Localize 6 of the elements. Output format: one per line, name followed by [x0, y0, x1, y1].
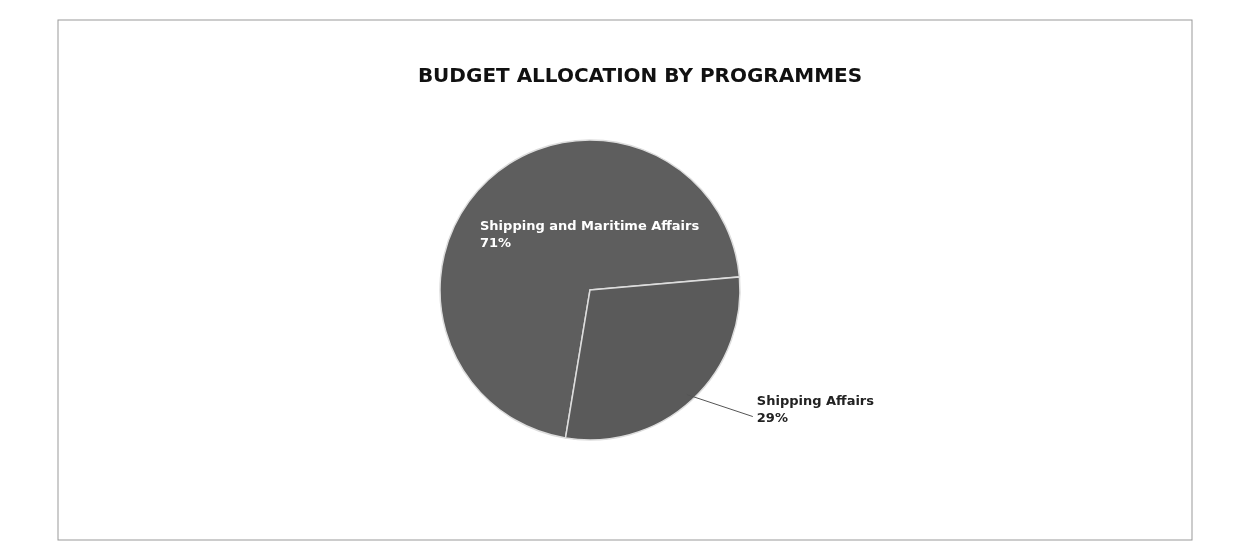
- pie-slice: [439, 139, 741, 439]
- chart-title: BUDGET ALLOCATION BY PROGRAMMES: [417, 63, 863, 87]
- slice-label: Shipping and Maritime Affairs: [480, 218, 700, 233]
- slice-label: Shipping Affairs: [756, 392, 875, 408]
- data-label: 29%: [756, 409, 788, 425]
- data-label: 71%: [480, 235, 512, 250]
